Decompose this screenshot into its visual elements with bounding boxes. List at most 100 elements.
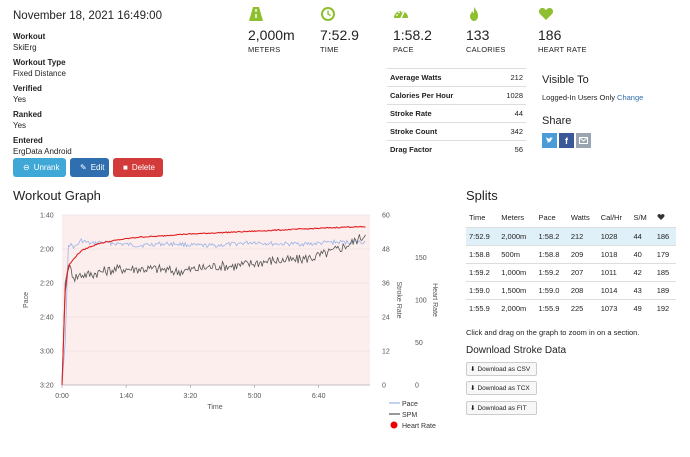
table-cell: 1011 [597, 262, 631, 281]
stat-time-label: TIME [320, 45, 339, 54]
table-row: 1:55.9 2,000m 1:55.9 225 1073 49 192 [466, 298, 676, 317]
graph-lines [61, 225, 366, 386]
edit-button[interactable]: ✎ Edit [70, 158, 109, 177]
workout-graph[interactable]: 1:40 2:00 2:20 2:40 3:00 3:20 60 48 36 24 12 0 150 10… [0, 205, 455, 435]
spm-tick-label: 36 [382, 281, 390, 288]
legend-hr-swatch [390, 421, 398, 429]
x-tick-label: 6:40 [312, 393, 326, 400]
metric-value: 212 [491, 68, 526, 87]
info-value-verified: Yes [13, 95, 27, 104]
clock-icon [321, 7, 335, 21]
metric-value: 44 [491, 104, 526, 123]
metrics-row: Drag Factor 56 [387, 140, 526, 159]
spm-tick-label: 24 [382, 315, 390, 322]
splits-title: Splits [466, 188, 498, 203]
download-csv-button[interactable]: ⬇ Download as CSV [466, 362, 537, 376]
series-line-pace [61, 238, 366, 386]
table-cell: 2,000m [498, 226, 536, 245]
table-cell: 500m [498, 244, 536, 263]
splits-table: Time Meters Pace Watts Cal/Hr S/M 7:52.9… [466, 209, 676, 317]
series-line-heart-rate [61, 225, 366, 386]
workout-date: November 18, 2021 16:49:00 [13, 10, 162, 22]
x-tick-label: 5:00 [248, 393, 262, 400]
unrank-button[interactable]: ⊖ Unrank [13, 158, 66, 177]
table-cell: 42 [630, 262, 654, 281]
table-cell: 189 [653, 280, 676, 299]
metrics-table: Average Watts 212 Calories Per Hour 1028… [387, 68, 526, 159]
metric-value: 56 [491, 140, 526, 159]
table-cell: 44 [630, 226, 654, 245]
spm-axis-label: Stroke Rate [395, 282, 402, 319]
hr-tick-label: 150 [415, 255, 427, 262]
hr-tick-label: 100 [415, 298, 427, 305]
info-label-ranked: Ranked [13, 110, 42, 119]
table-cell: 179 [653, 244, 676, 263]
download-icon: ⬇ [470, 405, 476, 412]
facebook-share-button[interactable]: f [559, 133, 574, 148]
metric-label: Drag Factor [387, 140, 492, 159]
splits-header: Pace [538, 213, 556, 223]
stat-calories: 133 CALORIES [466, 6, 546, 54]
download-icon: ⬇ [470, 385, 476, 392]
table-cell: 185 [653, 262, 676, 281]
download-tcx-button[interactable]: ⬇ Download as TCX [466, 381, 537, 395]
splits-header: Watts [570, 213, 590, 223]
visible-to-value: Logged-In Users Only Change [542, 93, 643, 102]
hr-tick-label: 50 [415, 340, 423, 347]
share-heading: Share [542, 115, 572, 127]
spm-tick-label: 60 [382, 213, 390, 220]
stat-meters-value: 2,000m [248, 27, 295, 43]
stat-pace-value: 1:58.2 [393, 27, 432, 43]
table-cell: 209 [567, 244, 598, 263]
splits-header: Cal/Hr [600, 213, 622, 223]
splits-header: S/M [633, 213, 647, 223]
download-tcx-label: Download as TCX [477, 384, 530, 392]
table-cell: 207 [567, 262, 598, 281]
stat-pace-label: PACE [393, 45, 414, 54]
stat-calories-label: CALORIES [466, 45, 506, 54]
time-axis-label: Time [207, 404, 222, 411]
trash-icon: ■ [123, 163, 128, 172]
table-cell: 1:55.9 [535, 298, 568, 317]
twitter-share-button[interactable] [542, 133, 557, 148]
legend-spm-label: SPM [402, 412, 417, 419]
share-buttons: f [542, 133, 591, 148]
metric-value: 1028 [491, 86, 526, 105]
splits-header: Meters [501, 213, 525, 223]
info-value-entered: ErgData Android [13, 147, 72, 156]
stat-time: 7:52.9 TIME [320, 6, 400, 54]
download-icon: ⬇ [470, 366, 476, 373]
metric-label: Stroke Count [387, 122, 492, 141]
x-tick-label: 1:40 [119, 393, 133, 400]
stat-pace: 1:58.2 PACE [393, 6, 473, 54]
info-value-ranked: Yes [13, 121, 27, 130]
legend-hr-label: Heart Rate [402, 423, 436, 430]
stat-heart-rate-label: HEART RATE [538, 45, 587, 54]
table-cell: 7:52.9 [466, 226, 499, 245]
spm-tick-label: 12 [382, 349, 390, 356]
metric-label: Calories Per Hour [387, 86, 492, 105]
table-cell: 1:55.9 [466, 298, 499, 317]
table-cell: 1,000m [498, 262, 536, 281]
email-share-button[interactable] [576, 133, 591, 148]
table-cell: 212 [567, 226, 598, 245]
zoom-hint: Click and drag on the graph to zoom in o… [466, 328, 640, 337]
download-fit-button[interactable]: ⬇ Download as FIT [466, 401, 537, 415]
table-cell: 43 [630, 280, 654, 299]
speedometer-icon [394, 10, 408, 19]
table-cell: 1:59.0 [466, 280, 499, 299]
splits-header-row: Time Meters Pace Watts Cal/Hr S/M [466, 209, 676, 227]
stat-heart-rate: 186 HEART RATE [538, 6, 618, 54]
metrics-row: Stroke Rate 44 [387, 104, 526, 123]
info-value-workout: SkiErg [13, 43, 37, 52]
flame-icon [470, 7, 478, 21]
table-cell: 1014 [597, 280, 631, 299]
delete-button[interactable]: ■ Delete [113, 158, 163, 177]
change-visibility-link[interactable]: Change [617, 93, 644, 102]
metric-label: Average Watts [387, 68, 492, 87]
stat-heart-rate-value: 186 [538, 27, 562, 43]
pace-tick-label: 1:40 [40, 213, 54, 220]
x-tick-label: 0:00 [55, 393, 69, 400]
delete-label: Delete [131, 163, 155, 172]
heart-icon [538, 8, 554, 20]
